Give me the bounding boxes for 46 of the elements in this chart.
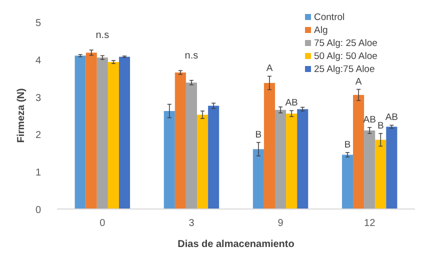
bar xyxy=(174,72,186,209)
bar xyxy=(386,126,398,209)
annotation: n.s xyxy=(96,30,110,42)
legend-label: 75 Alg: 25 Aloe xyxy=(314,38,378,49)
bar xyxy=(108,62,119,209)
x-axis-title: Dias de almacenamiento xyxy=(178,239,294,250)
bar xyxy=(74,56,86,209)
legend-label: Control xyxy=(314,12,345,23)
bar xyxy=(264,82,276,209)
x-tick-label: 9 xyxy=(278,218,284,229)
bar xyxy=(118,56,130,209)
legend-label: Alg xyxy=(314,25,328,36)
y-tick-label: 1 xyxy=(35,168,42,179)
y-tick-label: 3 xyxy=(35,92,42,104)
bar xyxy=(342,154,354,209)
x-tick-label: 3 xyxy=(188,218,195,229)
data-label: B xyxy=(255,129,262,140)
bar xyxy=(208,106,220,209)
x-tick-label: 0 xyxy=(100,218,106,229)
bar xyxy=(252,149,264,209)
bar xyxy=(297,109,308,209)
bar xyxy=(275,110,286,209)
bar xyxy=(375,140,386,209)
x-tick-label: 12 xyxy=(364,218,376,229)
bar xyxy=(86,52,97,209)
y-axis-title: Firmeza (N) xyxy=(16,88,27,143)
data-label: A xyxy=(355,76,362,88)
data-label: B xyxy=(344,140,351,151)
annotation: n.s xyxy=(184,50,198,62)
bar xyxy=(196,114,208,209)
y-tick-label: 5 xyxy=(35,18,42,29)
bar xyxy=(286,114,298,209)
bar xyxy=(186,82,197,209)
data-label: AB xyxy=(285,98,298,109)
bar xyxy=(96,58,108,209)
bar xyxy=(364,130,376,209)
bar xyxy=(353,94,364,209)
bar xyxy=(164,111,175,209)
y-tick-label: 2 xyxy=(35,130,42,142)
y-tick-label: 4 xyxy=(35,55,42,66)
y-tick-label: 0 xyxy=(35,205,42,216)
data-label: A xyxy=(266,63,274,74)
data-label: AB xyxy=(385,112,398,124)
legend-label: 25 Alg:75 Aloe xyxy=(314,64,375,75)
data-label: B xyxy=(377,120,384,132)
legend-label: 50 Alg: 50 Aloe xyxy=(314,51,378,62)
